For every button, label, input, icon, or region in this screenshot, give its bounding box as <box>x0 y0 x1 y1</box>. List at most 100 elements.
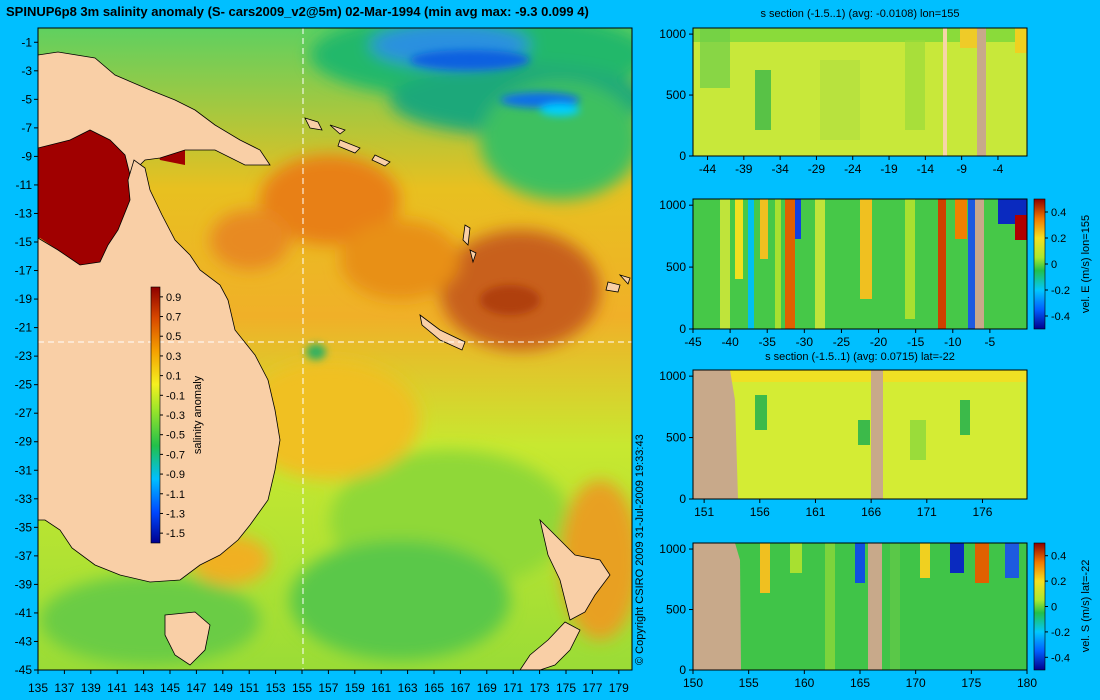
panel4-colorbar <box>1033 542 1046 671</box>
colorbar-tick-label: -0.5 <box>166 430 185 442</box>
map-x-tick-label: 143 <box>134 681 154 695</box>
panel2-x-tick-label: -20 <box>870 335 888 349</box>
colorbar-tick-label: 0 <box>1051 259 1057 271</box>
map-fine-patches <box>38 50 580 360</box>
map-y-tick-label: -5 <box>21 92 32 106</box>
figure-title: SPINUP6p8 3m salinity anomaly (S- cars20… <box>6 4 589 19</box>
map-x-tick-label: 177 <box>582 681 602 695</box>
panel2-colorbar-label: vel. E (m/s) lon=155 <box>1080 215 1092 313</box>
panel2-x-tick-label: -5 <box>985 335 996 349</box>
salinity-map: 135 137 139 141 143 145 147 149 151 153 155 157 159 1… <box>15 27 633 695</box>
map-x-tick-label: 137 <box>54 681 74 695</box>
new-zealand-south <box>519 621 581 670</box>
colorbar-tick-label: 0.4 <box>1051 207 1066 219</box>
map-x-tick-label: 139 <box>81 681 101 695</box>
colorbar-tick-label: 0.2 <box>1051 576 1066 588</box>
panel3-y-tick-label: 0 <box>679 492 686 506</box>
panel2-colorbar <box>1033 198 1046 330</box>
salinity-colorbar-label: salinity anomaly <box>192 375 204 454</box>
panel2-x-tick-label: -15 <box>907 335 925 349</box>
panel3-x-tick-label: 176 <box>972 505 992 519</box>
panel2-colorbar-ticks: 0.4 0.2 0 -0.2 -0.4 <box>1045 207 1070 323</box>
map-y-tick-label: -3 <box>21 64 32 78</box>
map-x-tick-label: 153 <box>266 681 286 695</box>
island-1 <box>304 117 323 131</box>
map-y-tick-label: -27 <box>15 406 33 420</box>
panel1-title: s section (-1.5..1) (avg: -0.0108) lon=1… <box>760 8 959 20</box>
colorbar-tick-label: 0.5 <box>166 331 181 343</box>
panel4-y-tick-label: 500 <box>666 603 686 617</box>
panel3-x-tick-label: 166 <box>861 505 881 519</box>
panel1-x-tick-label: -29 <box>808 162 826 176</box>
colorbar-tick-label: -0.4 <box>1051 311 1070 323</box>
map-y-tick-label: -19 <box>15 292 33 306</box>
colorbar-tick-label: -0.2 <box>1051 627 1070 639</box>
map-x-tick-label: 169 <box>477 681 497 695</box>
panel2-land <box>975 199 984 329</box>
map-x-tick-label: 145 <box>160 681 180 695</box>
panel4-x-tick-label: 155 <box>739 676 759 690</box>
island-2 <box>337 139 361 154</box>
colorbar-tick-label: 0.1 <box>166 371 181 383</box>
panel2-x-tick-label: -25 <box>833 335 851 349</box>
panel4-colorbar-label: vel. S (m/s) lat=-22 <box>1080 560 1092 653</box>
vanuatu-2 <box>469 249 477 264</box>
panel3-x-tick-label: 156 <box>750 505 770 519</box>
panel4-land <box>868 543 882 670</box>
map-y-tick-label: -31 <box>15 463 33 477</box>
map-y-tick-label: -35 <box>15 520 33 534</box>
panel1-y-tick-label: 0 <box>679 149 686 163</box>
new-guinea <box>38 51 271 176</box>
colorbar-tick-label: -0.4 <box>1051 652 1070 664</box>
fiji-1 <box>605 281 621 293</box>
colorbar-tick-label: -1.5 <box>166 528 185 540</box>
map-field <box>38 28 632 670</box>
panel1-land <box>977 28 986 156</box>
panel4-colorbar-ticks: 0.4 0.2 0 -0.2 -0.4 <box>1045 551 1070 664</box>
panel3-title: s section (-1.5..1) (avg: 0.0715) lat=-2… <box>765 351 955 363</box>
panel4-x-tick-label: 160 <box>794 676 814 690</box>
panel4-x-tick-label: 150 <box>683 676 703 690</box>
map-x-tick-label: 173 <box>530 681 550 695</box>
panel3-x-tick-label: 171 <box>917 505 937 519</box>
panel2-x-tick-label: -30 <box>796 335 814 349</box>
map-x-tick-label: 159 <box>345 681 365 695</box>
map-y-tick-label: -7 <box>21 121 32 135</box>
panel2-x-tick-label: -10 <box>944 335 962 349</box>
colorbar-tick-label: 0.7 <box>166 312 181 324</box>
colorbar-tick-label: -1.3 <box>166 508 185 520</box>
map-y-tick-label: -17 <box>15 264 33 278</box>
map-x-tick-label: 135 <box>28 681 48 695</box>
panel3-x-tick-label: 151 <box>694 505 714 519</box>
map-x-ticks: 135 137 139 141 143 145 147 149 151 153 155 157 159 1… <box>28 670 629 695</box>
colorbar-tick-label: -0.2 <box>1051 285 1070 297</box>
panel3-land <box>871 370 883 499</box>
panel4-x-tick-label: 175 <box>961 676 981 690</box>
map-y-tick-label: -11 <box>16 178 33 192</box>
panel4-y-tick-label: 0 <box>679 663 686 677</box>
colorbar-tick-label: -0.1 <box>166 390 185 402</box>
map-y-tick-label: -37 <box>15 549 33 563</box>
panel2-x-ticks: -45 -40 -35 -30 -25 -20 -15 -10 -5 <box>684 329 996 349</box>
panel1-x-ticks: -44 -39 -34 -29 -24 -19 -14 -9 -4 <box>699 156 1004 176</box>
panel2-y-tick-label: 0 <box>679 322 686 336</box>
panel2-x-tick-label: -35 <box>759 335 777 349</box>
map-y-tick-label: -45 <box>15 663 33 677</box>
map-y-tick-label: -41 <box>15 606 33 620</box>
colorbar-tick-label: -0.3 <box>166 410 185 422</box>
salinity-colorbar-ticks: 0.9 0.7 0.5 0.3 0.1 -0.1 -0.3 -0.5 -0.7 -0.9 -1.1 -… <box>160 292 185 540</box>
map-x-tick-label: 175 <box>556 681 576 695</box>
panel-s-section-lon: s section (-1.5..1) (avg: -0.0108) lon=1… <box>659 8 1028 176</box>
map-y-tick-label: -9 <box>21 149 32 163</box>
panel3-features <box>693 370 1027 499</box>
new-zealand-north <box>539 518 611 621</box>
panel4-x-tick-label: 165 <box>850 676 870 690</box>
colorbar-tick-label: -0.7 <box>166 449 185 461</box>
map-x-tick-label: 147 <box>186 681 206 695</box>
panel3-land-west <box>693 370 738 499</box>
map-y-tick-label: -15 <box>15 235 33 249</box>
new-caledonia <box>419 314 466 351</box>
map-y-tick-label: -13 <box>15 206 33 220</box>
map-y-tick-label: -33 <box>15 492 33 506</box>
